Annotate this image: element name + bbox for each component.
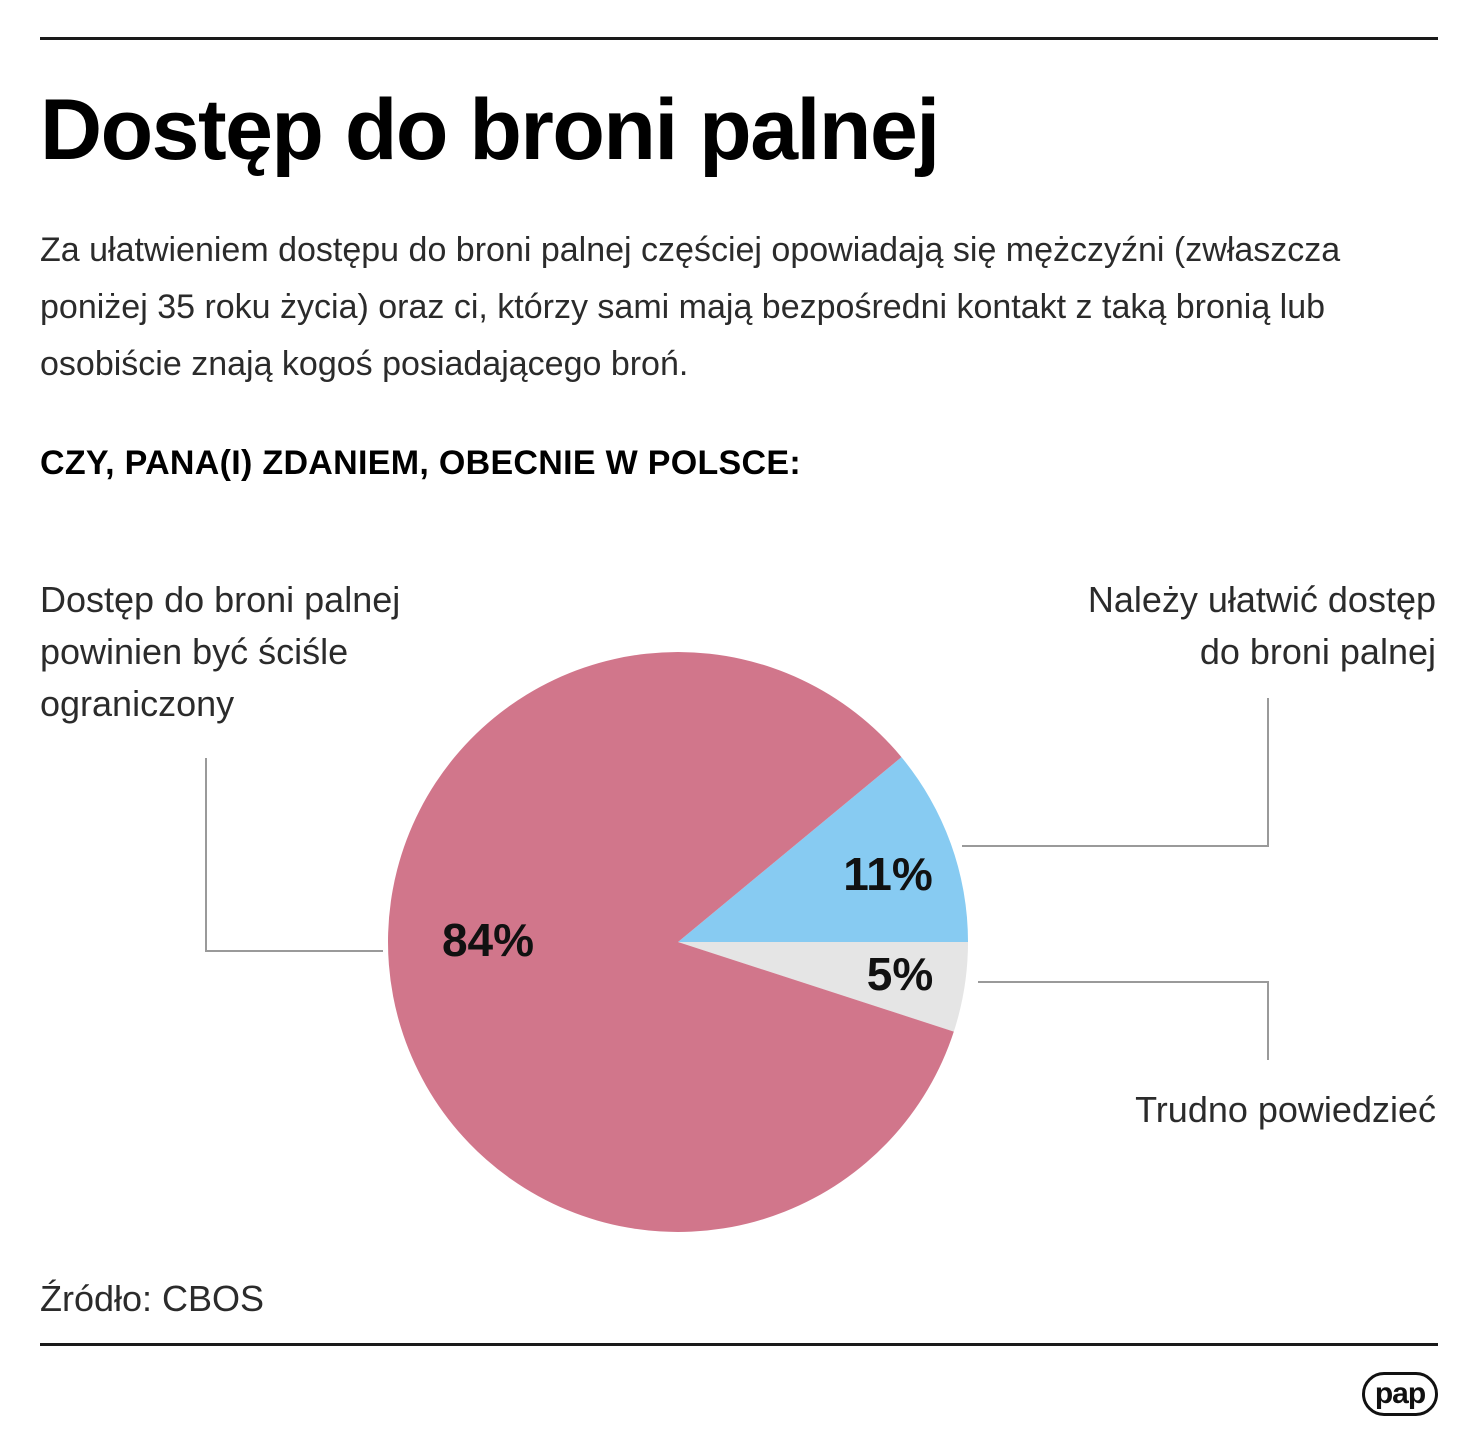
chart-question: CZY, PANA(I) ZDANIEM, OBECNIE W POLSCE: — [40, 444, 801, 482]
slice-value-label: 11% — [843, 848, 933, 900]
category-label-line: Należy ułatwić dostęp — [1087, 579, 1436, 620]
category-label-unsure: Trudno powiedzieć — [976, 1084, 1436, 1136]
top-rule — [40, 37, 1438, 40]
category-label-line: Dostęp do broni palnej — [40, 579, 401, 620]
category-label-line: Trudno powiedzieć — [1135, 1089, 1436, 1130]
category-label-restrict: Dostęp do broni palnej powinien być ściś… — [40, 574, 500, 730]
pap-logo: pap — [1362, 1372, 1438, 1416]
category-label-ease: Należy ułatwić dostęp do broni palnej — [976, 574, 1436, 678]
leader-line — [205, 758, 383, 952]
lead-paragraph: Za ułatwieniem dostępu do broni palnej c… — [40, 231, 1341, 383]
pap-logo-text: pap — [1374, 1377, 1426, 1410]
category-label-line: ograniczony — [40, 683, 235, 724]
slice-value-label: 5% — [867, 948, 933, 1000]
pie-slice — [678, 942, 968, 1032]
leader-line — [978, 981, 1269, 1060]
category-label-line: powinien być ściśle — [40, 631, 349, 672]
slice-value-label: 84% — [442, 914, 534, 966]
pie-slice — [678, 757, 968, 942]
source-note: Źródło: CBOS — [40, 1278, 265, 1319]
category-label-line: do broni palnej — [1199, 631, 1436, 672]
pie-slice — [388, 652, 954, 1233]
leader-line — [962, 698, 1269, 847]
page-title: Dostęp do broni palnej — [40, 82, 940, 178]
bottom-rule — [40, 1343, 1438, 1346]
